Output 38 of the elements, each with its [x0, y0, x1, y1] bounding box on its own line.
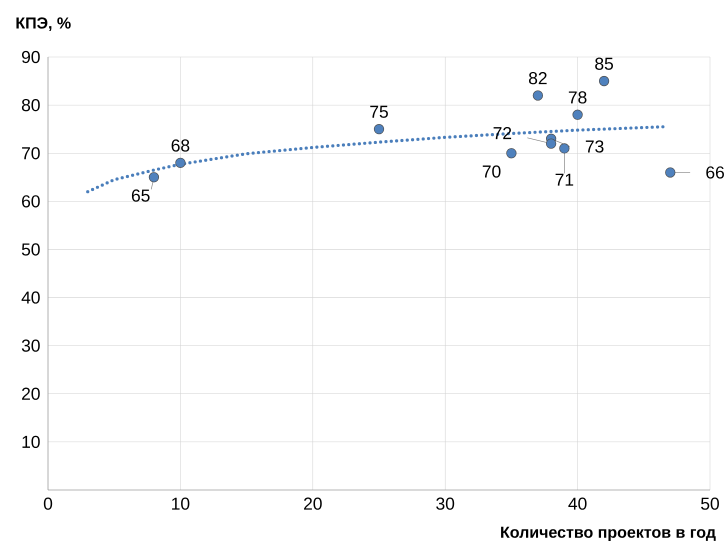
data-label: 75 [370, 106, 388, 118]
point [506, 148, 517, 158]
y-tick-label: 30 [22, 340, 40, 352]
point [546, 138, 556, 149]
data-label: 65 [132, 189, 150, 202]
x-tick-label: 20 [304, 498, 322, 510]
data-label: 68 [172, 139, 190, 152]
x-tick-label: 50 [701, 498, 719, 510]
point [175, 158, 186, 168]
x-tick-label: 10 [172, 498, 190, 510]
y-tick-label: 20 [22, 388, 40, 400]
y-tick-label: 50 [22, 243, 40, 256]
data-label: 82 [528, 72, 547, 84]
x-tick-label: 0 [44, 498, 52, 510]
point [559, 143, 570, 154]
y-tick-label: 70 [22, 147, 40, 160]
point [374, 124, 384, 134]
point [148, 172, 160, 182]
y-tick-label: 40 [22, 291, 40, 304]
data-label: 66 [706, 166, 724, 179]
point [532, 90, 544, 101]
point [598, 76, 610, 86]
y-tick-label: 10 [22, 436, 40, 448]
y-axis-title: КПЭ, % [16, 17, 71, 31]
x-tick-label: 30 [436, 498, 454, 510]
data-label: 72 [494, 126, 512, 140]
data-label: 73 [586, 140, 604, 153]
y-tick-label: 60 [22, 195, 40, 208]
data-label: 85 [595, 58, 613, 70]
point [665, 167, 676, 178]
x-tick-label: 40 [568, 498, 587, 510]
y-tick-label: 90 [22, 50, 40, 64]
x-axis-title: Количество проектов в год [501, 526, 716, 542]
point [572, 110, 583, 120]
data-label: 71 [556, 174, 574, 186]
y-tick-label: 80 [22, 98, 40, 112]
data-label: 70 [482, 165, 501, 178]
data-label: 78 [568, 91, 586, 104]
